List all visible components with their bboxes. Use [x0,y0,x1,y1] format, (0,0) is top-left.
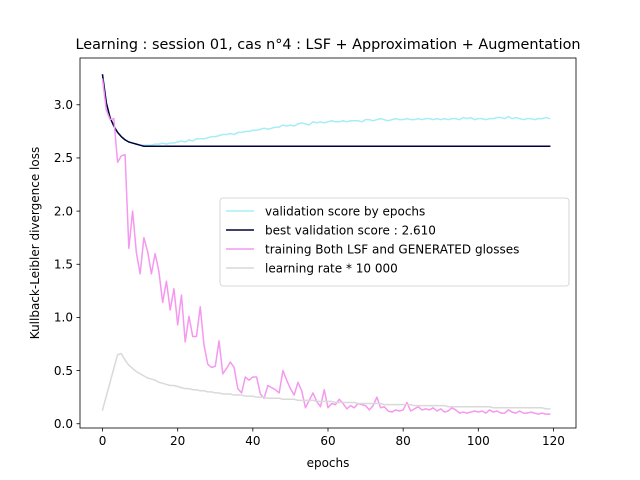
y-tick-label: 2.5 [54,151,73,165]
series-line-3 [101,352,551,411]
x-tick-label: 40 [245,434,260,448]
y-tick-label: 0.0 [54,417,73,431]
x-axis-label: epochs [307,456,350,470]
legend-label-0: validation score by epochs [265,204,425,218]
x-tick-label: 60 [320,434,335,448]
x-axis-ticks: 0 20 40 60 80 100 120 [99,428,565,448]
y-tick-label: 2.0 [54,204,73,218]
series-line-2 [101,78,551,415]
y-tick-label: 3.0 [54,98,73,112]
x-tick-label: 80 [396,434,411,448]
x-tick-label: 120 [542,434,565,448]
chart-title: Learning : session 01, cas n°4 : LSF + A… [76,37,581,53]
y-tick-label: 1.5 [54,258,73,272]
legend: validation score by epochs best validatio… [219,197,570,287]
y-axis-label: Kullback-Leibler divergence loss [28,147,42,339]
legend-label-1: best validation score : 2.610 [265,223,436,237]
x-tick-label: 100 [467,434,490,448]
legend-frame [219,197,570,287]
series-layer [101,74,551,415]
y-axis-ticks: 0.0 0.5 1.0 1.5 2.0 2.5 3.0 [54,98,80,431]
legend-label-2: training Both LSF and GENERATED glosses [265,242,519,256]
x-tick-label: 20 [170,434,185,448]
x-tick-label: 0 [99,434,107,448]
legend-items: validation score by epochs best validatio… [226,204,519,275]
y-tick-label: 1.0 [54,311,73,325]
y-tick-label: 0.5 [54,364,73,378]
series-line-0 [101,74,551,146]
legend-label-3: learning rate * 10 000 [265,261,398,275]
